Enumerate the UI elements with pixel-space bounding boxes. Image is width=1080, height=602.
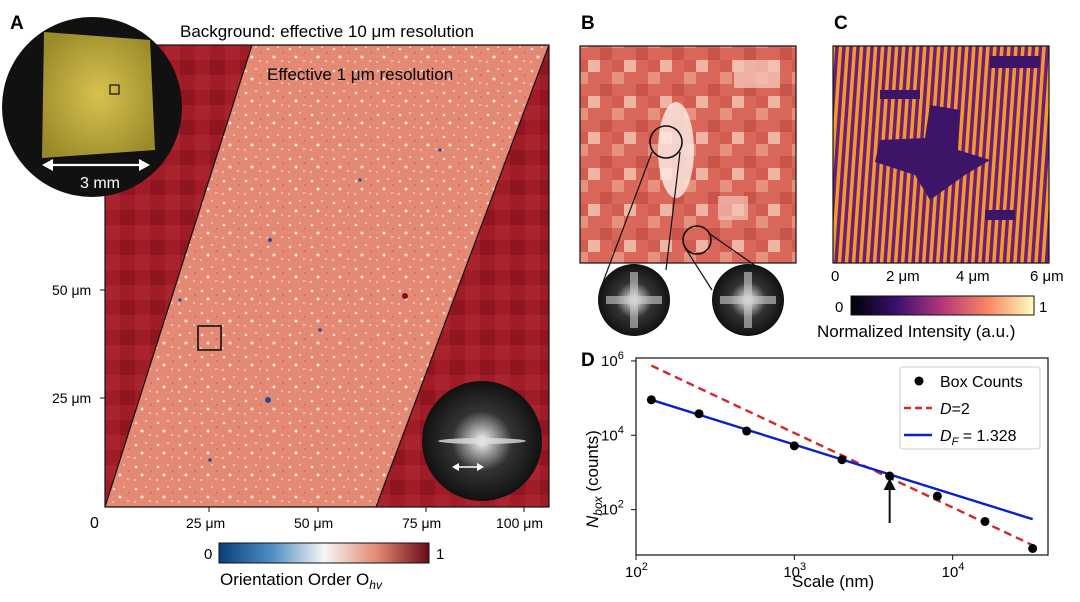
colorbar-c: 0 1 Normalized Intensity (a.u.): [817, 295, 1047, 341]
panel-c-x-ticks: 0 2 μm 4 μm 6 μm: [831, 268, 1064, 285]
panel-a-ytick: 50 μm: [52, 282, 91, 298]
y-tick-label: 106: [601, 350, 624, 370]
fft-inset-b1: [598, 264, 670, 336]
box-count-point: [837, 455, 847, 465]
panel-a-inner-title: Effective 1 μm resolution: [267, 65, 453, 84]
colorbar-a-label: Orientation Order Ohv: [220, 570, 383, 592]
panel-a-origin: 0: [90, 515, 99, 532]
panel-a-hires-strip: [105, 45, 549, 507]
photo-scale-label: 3 mm: [80, 175, 120, 192]
sample-photo-inset: 3 mm: [2, 17, 182, 197]
colorbar-a: 0 1 Orientation Order Ohv: [204, 542, 444, 592]
panel-letter-a: A: [10, 13, 24, 34]
panel-a-xtick: 75 μm: [402, 515, 441, 531]
colorbar-c-min: 0: [835, 299, 843, 316]
colorbar-c-label: Normalized Intensity (a.u.): [817, 322, 1015, 341]
panel-a-frame: [104, 44, 550, 508]
y-tick-label: 104: [601, 424, 624, 444]
panel-letter-c: C: [834, 13, 848, 34]
legend-marker-box-counts: [914, 376, 924, 386]
box-count-point: [694, 409, 704, 419]
panel-a-xtick: 25 μm: [186, 515, 225, 531]
fft-inset-b2: [712, 264, 784, 336]
panel-c-xtick: 4 μm: [956, 268, 990, 285]
colorbar-c-max: 1: [1039, 299, 1047, 316]
panel-c-xtick: 2 μm: [886, 268, 920, 285]
legend: Box Counts D=2 DF = 1.328: [899, 366, 1041, 450]
box-count-point: [646, 395, 656, 405]
colorbar-a-min: 0: [204, 546, 212, 563]
legend-label-box-counts: Box Counts: [940, 374, 1023, 391]
panel-a-xtick: 100 μm: [496, 515, 543, 531]
panel-b: B: [579, 13, 797, 336]
panel-a-x-ticks: 25 μm 50 μm 75 μm 100 μm: [186, 507, 543, 531]
x-axis-label: Scale (nm): [792, 572, 874, 591]
panel-a: A Background: effective 10 μm resolution…: [2, 13, 550, 592]
box-count-point: [789, 441, 799, 451]
panel-c-xtick: 6 μm: [1030, 268, 1064, 285]
panel-c: C 0 2 μm 4 μm 6 μm 0 1 Normalized Intens…: [817, 13, 1064, 341]
panel-a-ytick: 25 μm: [52, 390, 91, 406]
panel-b-roi-2: [682, 225, 712, 255]
panel-letter-b: B: [581, 13, 595, 34]
panel-a-y-ticks: 50 μm 25 μm: [52, 282, 105, 406]
legend-label-df: DF = 1.328: [940, 428, 1017, 448]
panel-b-roi-1: [649, 125, 683, 159]
arrow-annotation: [883, 478, 896, 523]
plot-points: [646, 395, 1038, 553]
panel-c-xtick: 0: [831, 268, 839, 285]
box-count-point: [885, 471, 895, 481]
x-tick-label: 104: [942, 561, 965, 581]
box-count-point: [1028, 543, 1038, 553]
panel-a-xtick: 50 μm: [294, 515, 333, 531]
box-count-point: [742, 426, 752, 436]
colorbar-a-max: 1: [436, 546, 444, 563]
legend-label-d2: D=2: [940, 401, 970, 418]
box-count-point: [980, 516, 990, 526]
y-axis-label: Nbox (counts): [583, 430, 605, 528]
box-count-point: [932, 491, 942, 501]
panel-a-bg-title: Background: effective 10 μm resolution: [180, 22, 474, 41]
x-tick-label: 102: [625, 561, 648, 581]
fft-inset-a: [422, 381, 542, 501]
panel-letter-d: D: [581, 350, 595, 371]
panel-a-zoom-box: [197, 325, 222, 351]
